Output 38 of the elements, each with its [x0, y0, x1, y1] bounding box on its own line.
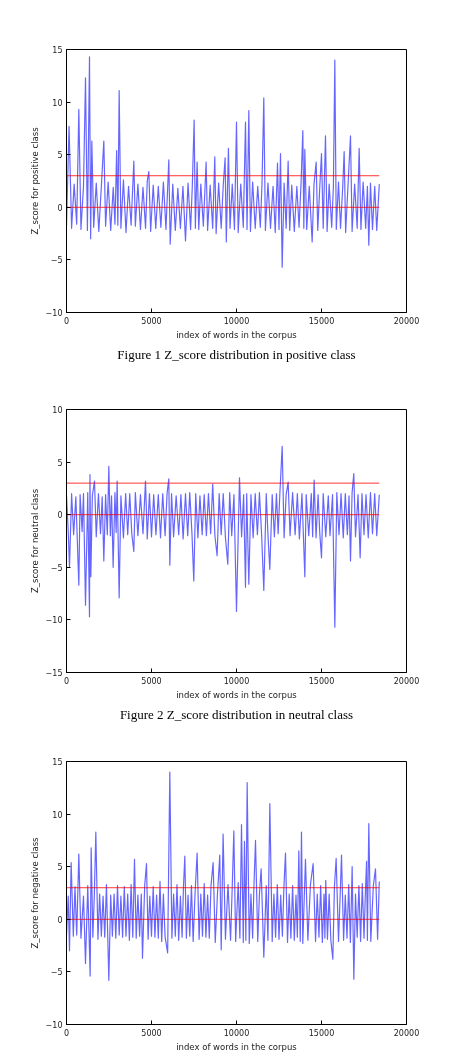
- y-tick-label: 5: [57, 458, 63, 468]
- y-tick-label: −10: [45, 309, 63, 318]
- x-axis-title: index of words in the corpus: [176, 329, 298, 340]
- x-axis-title: index of words in the corpus: [176, 1041, 298, 1052]
- y-tick-label: 5: [57, 151, 63, 161]
- x-tick-label: 15000: [308, 316, 335, 326]
- x-tick-label: 15000: [308, 676, 335, 686]
- y-tick-label: 15: [52, 46, 63, 55]
- y-axis-title: Z_score for positive class: [29, 126, 40, 235]
- y-tick-label: −5: [50, 256, 63, 266]
- y-tick-label: −10: [45, 1021, 63, 1030]
- y-tick-label: 0: [57, 511, 63, 521]
- caption: Figure 1 Z_score distribution in positive class: [117, 346, 356, 362]
- x-tick-label: 10000: [223, 676, 250, 686]
- y-tick-label: −5: [50, 968, 63, 978]
- x-tick-label: 10000: [223, 316, 250, 326]
- x-tick-label: 20000: [393, 676, 420, 686]
- x-tick-label: 10000: [223, 1028, 250, 1038]
- x-tick-label: 15000: [308, 1028, 335, 1038]
- y-tick-label: 15: [52, 758, 63, 767]
- y-tick-label: 10: [52, 406, 63, 415]
- y-tick-label: −10: [45, 616, 63, 626]
- x-tick-label: 5000: [141, 1028, 162, 1038]
- x-tick-label: 20000: [393, 316, 420, 326]
- y-tick-label: 10: [52, 98, 63, 108]
- x-tick-label: 5000: [141, 676, 162, 686]
- y-axis-title: Z_score for negative class: [29, 836, 40, 949]
- y-tick-label: −5: [50, 563, 63, 573]
- y-tick-label: 0: [57, 203, 63, 213]
- y-tick-label: 0: [57, 915, 63, 925]
- caption: Figure 2 Z_score distribution in neutral class: [119, 706, 354, 722]
- x-tick-label: 20000: [393, 1028, 420, 1038]
- x-axis-title: index of words in the corpus: [176, 689, 298, 700]
- y-tick-label: 10: [52, 810, 63, 820]
- y-tick-label: 5: [57, 863, 63, 873]
- y-axis-title: Z_score for neutral class: [29, 488, 40, 594]
- y-tick-label: −15: [45, 669, 63, 678]
- x-tick-label: 5000: [141, 316, 162, 326]
